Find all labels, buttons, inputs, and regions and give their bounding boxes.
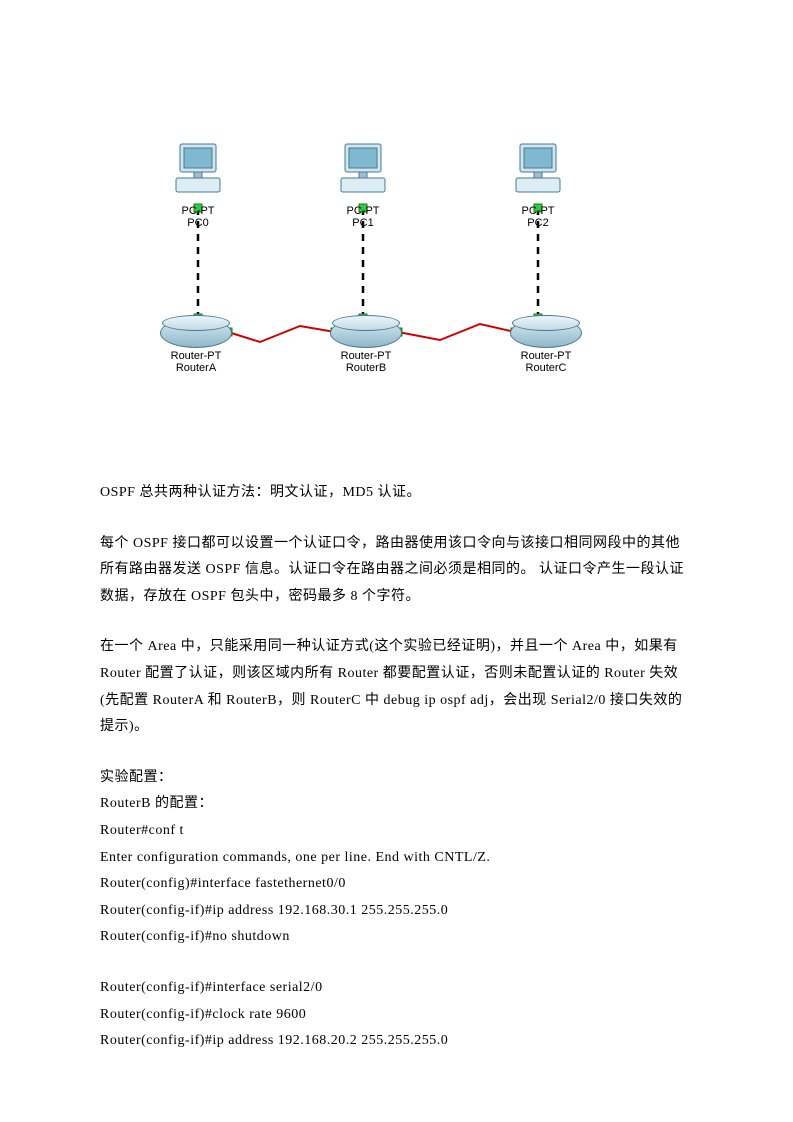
cfg-8: Router(config-if)#ip address 192.168.20.… [100, 1028, 693, 1055]
link-serial-ab [228, 326, 335, 342]
para-4: 实验配置： [100, 765, 693, 792]
cfg-7: Router(config-if)#clock rate 9600 [100, 1002, 693, 1029]
pc0-name: PC0 [187, 217, 208, 229]
pc1-type: PC-PT [347, 205, 380, 217]
routerB-type: Router-PT [341, 350, 392, 362]
device-pc0: PC-PTPC0 [170, 140, 226, 229]
cfg-5: Router(config-if)#no shutdown [100, 924, 693, 951]
device-router-c: Router-PTRouterC [510, 318, 582, 374]
cfg-1: Router#conf t [100, 818, 693, 845]
network-diagram: PC-PTPC0 PC-PTPC1 PC-PTPC2 Router-PTR [140, 140, 660, 410]
routerC-name: RouterC [526, 362, 567, 374]
pc2-type: PC-PT [522, 205, 555, 217]
device-pc2: PC-PTPC2 [510, 140, 566, 229]
routerA-name: RouterA [176, 362, 216, 374]
cfg-4: Router(config-if)#ip address 192.168.30.… [100, 898, 693, 925]
pc2-name: PC2 [527, 217, 548, 229]
cfg-3: Router(config)#interface fastethernet0/0 [100, 871, 693, 898]
pc0-type: PC-PT [182, 205, 215, 217]
routerC-type: Router-PT [521, 350, 572, 362]
device-router-b: Router-PTRouterB [330, 318, 402, 374]
device-router-a: Router-PTRouterA [160, 318, 232, 374]
pc1-name: PC1 [352, 217, 373, 229]
cfg-2: Enter configuration commands, one per li… [100, 845, 693, 872]
para-1: OSPF 总共两种认证方法：明文认证，MD5 认证。 [100, 480, 693, 507]
para-5: RouterB 的配置： [100, 791, 693, 818]
cfg-6: Router(config-if)#interface serial2/0 [100, 975, 693, 1002]
device-pc1: PC-PTPC1 [335, 140, 391, 229]
body-text: OSPF 总共两种认证方法：明文认证，MD5 认证。 每个 OSPF 接口都可以… [100, 480, 693, 1055]
link-serial-bc [398, 324, 515, 340]
routerB-name: RouterB [346, 362, 386, 374]
para-2: 每个 OSPF 接口都可以设置一个认证口令，路由器使用该口令向与该接口相同网段中… [100, 531, 693, 611]
routerA-type: Router-PT [171, 350, 222, 362]
para-3: 在一个 Area 中，只能采用同一种认证方式(这个实验已经证明)，并且一个 Ar… [100, 634, 693, 740]
